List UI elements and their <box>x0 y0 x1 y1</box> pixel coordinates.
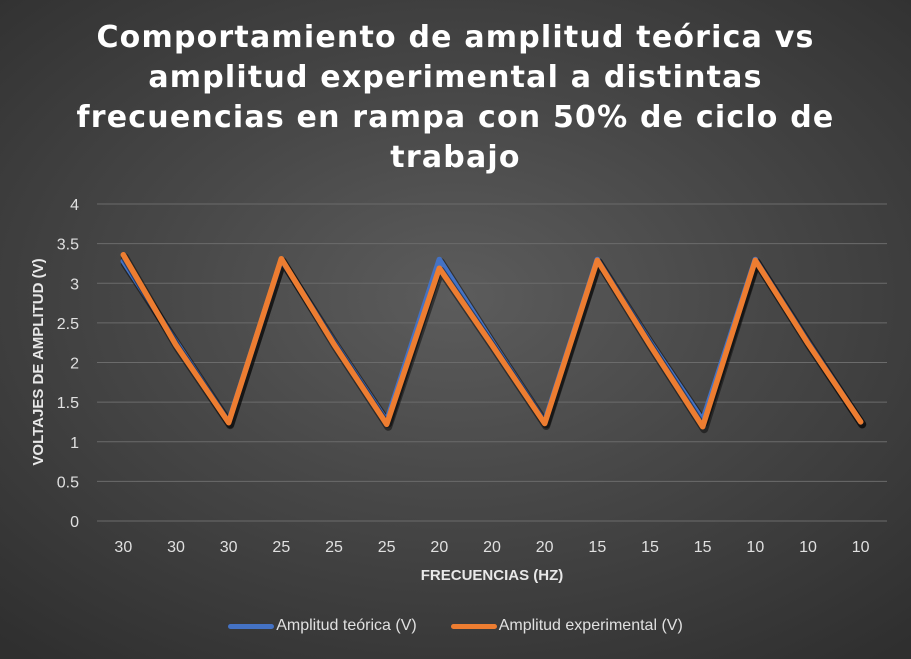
y-tick-label: 3.5 <box>57 237 79 254</box>
x-tick-label: 30 <box>220 539 238 556</box>
x-axis-title: FRECUENCIAS (HZ) <box>421 567 564 584</box>
legend-swatch <box>450 623 497 629</box>
x-tick-label: 25 <box>378 539 396 556</box>
x-tick-label: 25 <box>272 539 290 556</box>
x-tick-label: 10 <box>799 539 817 556</box>
y-tick-label: 1 <box>70 435 79 452</box>
legend: Amplitud teórica (V) Amplitud experimenta… <box>0 617 911 635</box>
x-tick-label: 30 <box>167 539 185 556</box>
legend-swatch <box>228 623 275 629</box>
y-tick-label: 3 <box>70 276 79 293</box>
chart-title: Comportamiento de amplitud teórica vs am… <box>76 20 835 175</box>
gridlines <box>97 203 887 522</box>
legend-item: Amplitud teórica (V) <box>228 617 417 635</box>
legend-label: Amplitud experimental (V) <box>498 617 683 634</box>
x-tick-labels: 30 30 30 25 25 25 20 20 20 15 15 15 10 10 10 <box>114 539 869 556</box>
y-tick-label: 0.5 <box>57 474 79 491</box>
series-line-amplitud-experimental <box>120 251 864 430</box>
x-tick-label: 10 <box>852 539 870 556</box>
y-axis-title: VOLTAJES DE AMPLITUD (V) <box>30 258 47 465</box>
y-tick-label: 0 <box>70 514 79 531</box>
legend-item: Amplitud experimental (V) <box>450 617 683 635</box>
x-tick-label: 20 <box>536 539 554 556</box>
x-tick-label: 15 <box>694 539 712 556</box>
x-tick-label: 20 <box>430 539 448 556</box>
y-tick-label: 2.5 <box>57 316 79 333</box>
x-tick-label: 10 <box>746 539 764 556</box>
x-tick-label: 25 <box>325 539 343 556</box>
legend-label: Amplitud teórica (V) <box>276 617 417 634</box>
y-tick-label: 2 <box>70 356 79 373</box>
y-tick-label: 1.5 <box>57 395 79 412</box>
x-tick-label: 20 <box>483 539 501 556</box>
x-tick-label: 30 <box>114 539 132 556</box>
y-tick-labels: 0 0.5 1 1.5 2 2.5 3 3.5 4 <box>57 197 79 531</box>
x-tick-label: 15 <box>641 539 659 556</box>
x-tick-label: 15 <box>588 539 606 556</box>
series-lines <box>120 251 867 434</box>
y-tick-label: 4 <box>70 197 79 214</box>
